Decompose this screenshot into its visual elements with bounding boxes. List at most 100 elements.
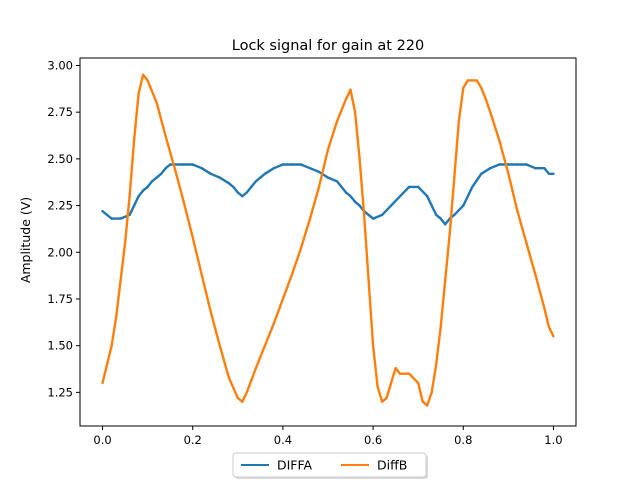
y-tick-label: 3.00: [47, 58, 73, 72]
x-tick-label: 1.0: [544, 433, 562, 447]
series-0-point: [191, 163, 194, 166]
series-0-point: [259, 176, 262, 179]
series-1-point: [408, 372, 411, 375]
series-1-point: [227, 376, 230, 379]
series-0-point: [150, 180, 154, 183]
series-1-point: [380, 400, 384, 403]
series-0-point: [290, 163, 294, 166]
series-0-point: [101, 210, 104, 213]
series-0-point: [462, 204, 465, 207]
series-1-point: [114, 316, 118, 319]
legend-label-1: DiffB: [377, 458, 407, 473]
series-1-point: [191, 236, 194, 239]
series-1-point: [358, 157, 361, 161]
series-1-point: [516, 210, 519, 213]
x-tick-label: 0.0: [93, 433, 111, 447]
chart-title: Lock signal for gain at 220: [232, 38, 425, 54]
series-0-point: [200, 167, 203, 170]
series-0-point: [160, 172, 163, 175]
series-1-point: [457, 120, 460, 123]
series-0-point: [340, 185, 343, 189]
plot-area-frame: [79, 57, 577, 427]
series-1-point: [362, 213, 366, 217]
series-1-point: [389, 381, 393, 385]
series-0-point: [498, 163, 501, 166]
series-1-point: [272, 322, 276, 325]
series-0-point: [105, 213, 109, 217]
series-1-point: [335, 120, 339, 123]
series-1-point: [326, 148, 330, 151]
series-0-point: [435, 213, 438, 217]
series-0-point: [534, 167, 537, 170]
series-1-point: [105, 363, 109, 366]
x-tick-label: 0.6: [364, 433, 382, 447]
series-1-point: [426, 404, 429, 407]
series-1-point: [101, 381, 104, 385]
series-1-point: [439, 325, 442, 329]
series-1-point: [344, 97, 348, 101]
series-1-point: [173, 167, 176, 170]
series-0-point: [344, 191, 348, 194]
series-1-point: [200, 273, 203, 276]
series-0-point: [308, 167, 312, 170]
x-tick-label: 0.4: [274, 433, 292, 447]
series-1-point: [367, 279, 370, 282]
series-0-point: [349, 195, 352, 198]
series-0-point: [132, 204, 136, 207]
series-0-point: [480, 172, 483, 175]
series-1-point: [489, 111, 492, 114]
series-1-point: [132, 139, 136, 142]
series-0-point: [169, 163, 172, 166]
series-1-point: [317, 185, 321, 189]
series-0-point: [430, 204, 433, 207]
series-1-point: [385, 396, 388, 400]
series-1-point: [209, 310, 212, 314]
series-1-point: [241, 400, 244, 403]
y-tick-label: 1.25: [47, 385, 73, 399]
series-1-point: [290, 273, 294, 276]
series-0-point: [552, 172, 555, 175]
series-0-point: [254, 180, 258, 183]
series-0-point: [353, 200, 357, 203]
series-1-point: [299, 247, 303, 250]
series-0-point: [335, 180, 339, 183]
y-tick-label: 2.75: [47, 105, 73, 119]
series-1-point: [534, 273, 537, 276]
x-axis-ticks: 0.0 0.2 0.4 0.6 0.8 1.0: [93, 426, 563, 447]
x-tick-label: 0.8: [454, 433, 472, 447]
series-1-point: [435, 363, 438, 366]
series-1-point: [543, 307, 546, 310]
series-0-point: [250, 185, 253, 189]
series-1-point: [218, 344, 221, 347]
series-0-point: [439, 217, 442, 220]
series-0-point: [525, 163, 528, 166]
y-tick-label: 2.50: [47, 152, 73, 166]
series-0-point: [444, 223, 447, 226]
series-0-point: [367, 213, 370, 217]
series-1-point: [498, 139, 501, 142]
series-0-point: [236, 191, 239, 194]
series-0-point: [182, 163, 185, 166]
series-0-point: [380, 213, 384, 217]
series-0-point: [326, 176, 330, 179]
series-1-point: [525, 241, 528, 245]
legend-label-0: DIFFA: [277, 458, 313, 473]
series-0-point: [507, 163, 510, 166]
y-tick-label: 1.50: [47, 339, 73, 353]
series-0-point: [241, 195, 244, 198]
series-0-point: [489, 167, 492, 170]
series-0-point: [317, 170, 321, 174]
series-1-point: [110, 344, 113, 347]
y-tick-label: 1.75: [47, 292, 73, 306]
series-1-point: [475, 79, 478, 82]
series-0-point: [146, 185, 149, 189]
series-0-point: [272, 167, 276, 170]
series-0-point: [232, 185, 235, 189]
series-0-point: [543, 167, 546, 170]
series-0-point: [389, 204, 393, 207]
y-tick-label: 2.00: [47, 245, 73, 259]
series-0-point: [209, 172, 212, 175]
series-1-point: [417, 381, 420, 385]
series-1-point: [137, 92, 140, 95]
series-1-point: [155, 101, 158, 105]
